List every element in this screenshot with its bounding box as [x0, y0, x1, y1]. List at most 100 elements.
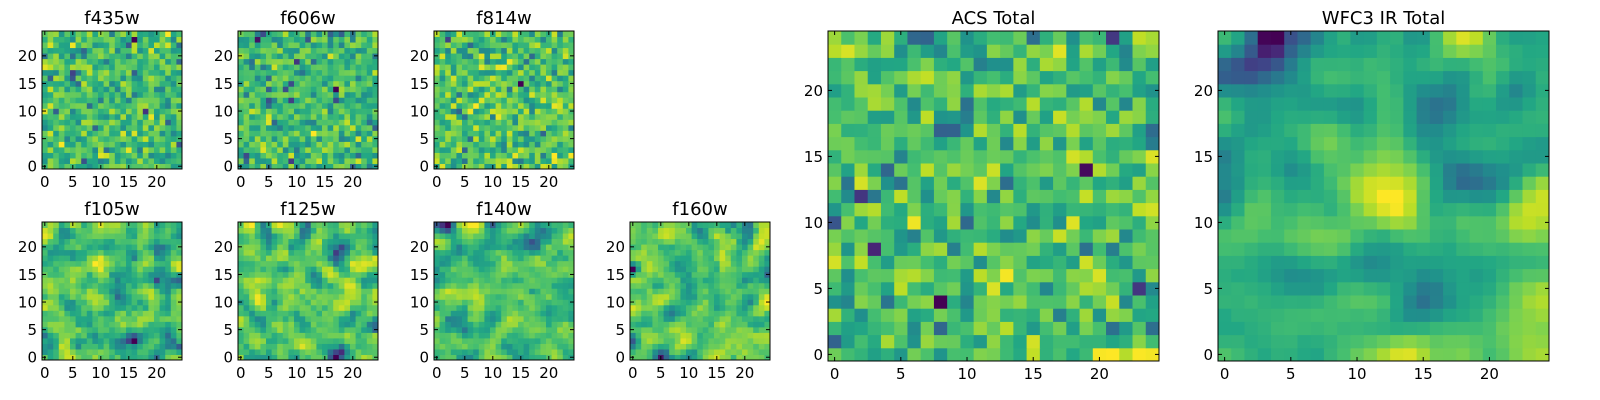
heatmap-cell	[523, 266, 530, 273]
heatmap-cell	[47, 124, 54, 131]
heatmap-cell	[126, 58, 133, 65]
heatmap-cell	[478, 97, 485, 104]
heatmap-cell	[366, 135, 373, 142]
heatmap-cell	[305, 86, 312, 93]
heatmap-cell	[551, 227, 558, 234]
heatmap-cell	[114, 271, 121, 278]
heatmap-cell	[316, 102, 323, 109]
heatmap-cell	[742, 321, 749, 328]
heatmap-cell	[456, 36, 463, 43]
heatmap-cell	[1039, 255, 1054, 270]
heatmap-cell	[674, 348, 681, 355]
heatmap-cell	[81, 315, 88, 322]
heatmap-cell	[467, 108, 474, 115]
heatmap-cell	[294, 141, 301, 148]
heatmap-cell	[327, 266, 334, 273]
heatmap-cell	[92, 260, 99, 267]
heatmap-cell	[907, 347, 922, 362]
heatmap-cell	[159, 332, 166, 339]
heatmap-cell	[473, 146, 480, 153]
heatmap-cell	[305, 157, 312, 164]
heatmap-cell	[523, 249, 530, 256]
heatmap-cell	[159, 271, 166, 278]
heatmap-cell	[719, 326, 726, 333]
heatmap-cell	[131, 42, 138, 49]
heatmap-cell	[1039, 229, 1054, 243]
heatmap-cell	[327, 58, 334, 65]
heatmap-cell	[742, 304, 749, 311]
heatmap-cell	[148, 282, 155, 289]
heatmap-cell	[170, 130, 177, 137]
heatmap-cell	[333, 113, 340, 120]
heatmap-cell	[243, 108, 250, 115]
heatmap-cell	[355, 36, 362, 43]
heatmap-cell	[322, 69, 329, 76]
heatmap-cell	[81, 282, 88, 289]
heatmap-cell	[338, 108, 345, 115]
heatmap-cell	[148, 53, 155, 60]
heatmap-cell	[462, 69, 469, 76]
heatmap-cell	[361, 233, 368, 240]
heatmap-cell	[327, 36, 334, 43]
heatmap-cell	[338, 42, 345, 49]
heatmap-cell	[288, 321, 295, 328]
heatmap-cell	[495, 260, 502, 267]
heatmap-cell	[344, 31, 351, 38]
heatmap-cell	[70, 255, 77, 262]
heatmap-cell	[254, 53, 261, 60]
heatmap-cell	[165, 293, 172, 300]
heatmap-cell	[736, 321, 743, 328]
heatmap-cell	[75, 86, 82, 93]
heatmap-cell	[53, 91, 60, 98]
heatmap-cell	[933, 229, 948, 243]
heatmap-cell	[478, 326, 485, 333]
heatmap-cell	[238, 36, 245, 43]
heatmap-cell	[316, 326, 323, 333]
heatmap-cell	[170, 69, 177, 76]
heatmap-cell	[260, 326, 267, 333]
heatmap-cell	[70, 64, 77, 71]
heatmap-cell	[333, 255, 340, 262]
heatmap-cell	[254, 321, 261, 328]
heatmap-cell	[490, 130, 497, 137]
heatmap-cell	[697, 238, 704, 245]
heatmap-cell	[114, 299, 121, 306]
heatmap-cell	[142, 348, 149, 355]
heatmap-cell	[344, 152, 351, 159]
heatmap-cell	[98, 102, 105, 109]
heatmap-cell	[960, 255, 975, 270]
heatmap-cell	[758, 271, 765, 278]
heatmap-cell	[109, 102, 116, 109]
heatmap-cell	[523, 47, 530, 54]
heatmap-cell	[86, 119, 93, 126]
heatmap-cell	[1013, 308, 1028, 322]
heatmap-cell	[562, 260, 569, 267]
heatmap-cell	[512, 157, 519, 164]
heatmap-cell	[137, 86, 144, 93]
heatmap-cell	[512, 315, 519, 322]
heatmap-cell	[568, 238, 575, 245]
heatmap-cell	[58, 222, 65, 229]
heatmap-cell	[338, 337, 345, 344]
heatmap-cell	[355, 86, 362, 93]
heatmap-cell	[562, 282, 569, 289]
heatmap-cell	[338, 304, 345, 311]
heatmap-cell	[439, 348, 446, 355]
heatmap-cell	[894, 268, 908, 283]
heatmap-cell	[316, 343, 323, 350]
heatmap-cell	[305, 227, 312, 234]
heatmap-cell	[641, 337, 648, 344]
heatmap-cell	[338, 58, 345, 65]
heatmap-cell	[372, 97, 379, 104]
heatmap-cell	[551, 332, 558, 339]
heatmap-cell	[697, 282, 704, 289]
heatmap-cell	[1106, 334, 1120, 349]
heatmap-cell	[310, 315, 317, 322]
heatmap-cell	[1066, 334, 1081, 349]
heatmap-cell	[355, 321, 362, 328]
heatmap-cell	[467, 299, 474, 306]
heatmap-cell	[1079, 334, 1094, 349]
heatmap-cell	[501, 299, 508, 306]
heatmap-cell	[249, 108, 256, 115]
heatmap-cell	[680, 348, 687, 355]
